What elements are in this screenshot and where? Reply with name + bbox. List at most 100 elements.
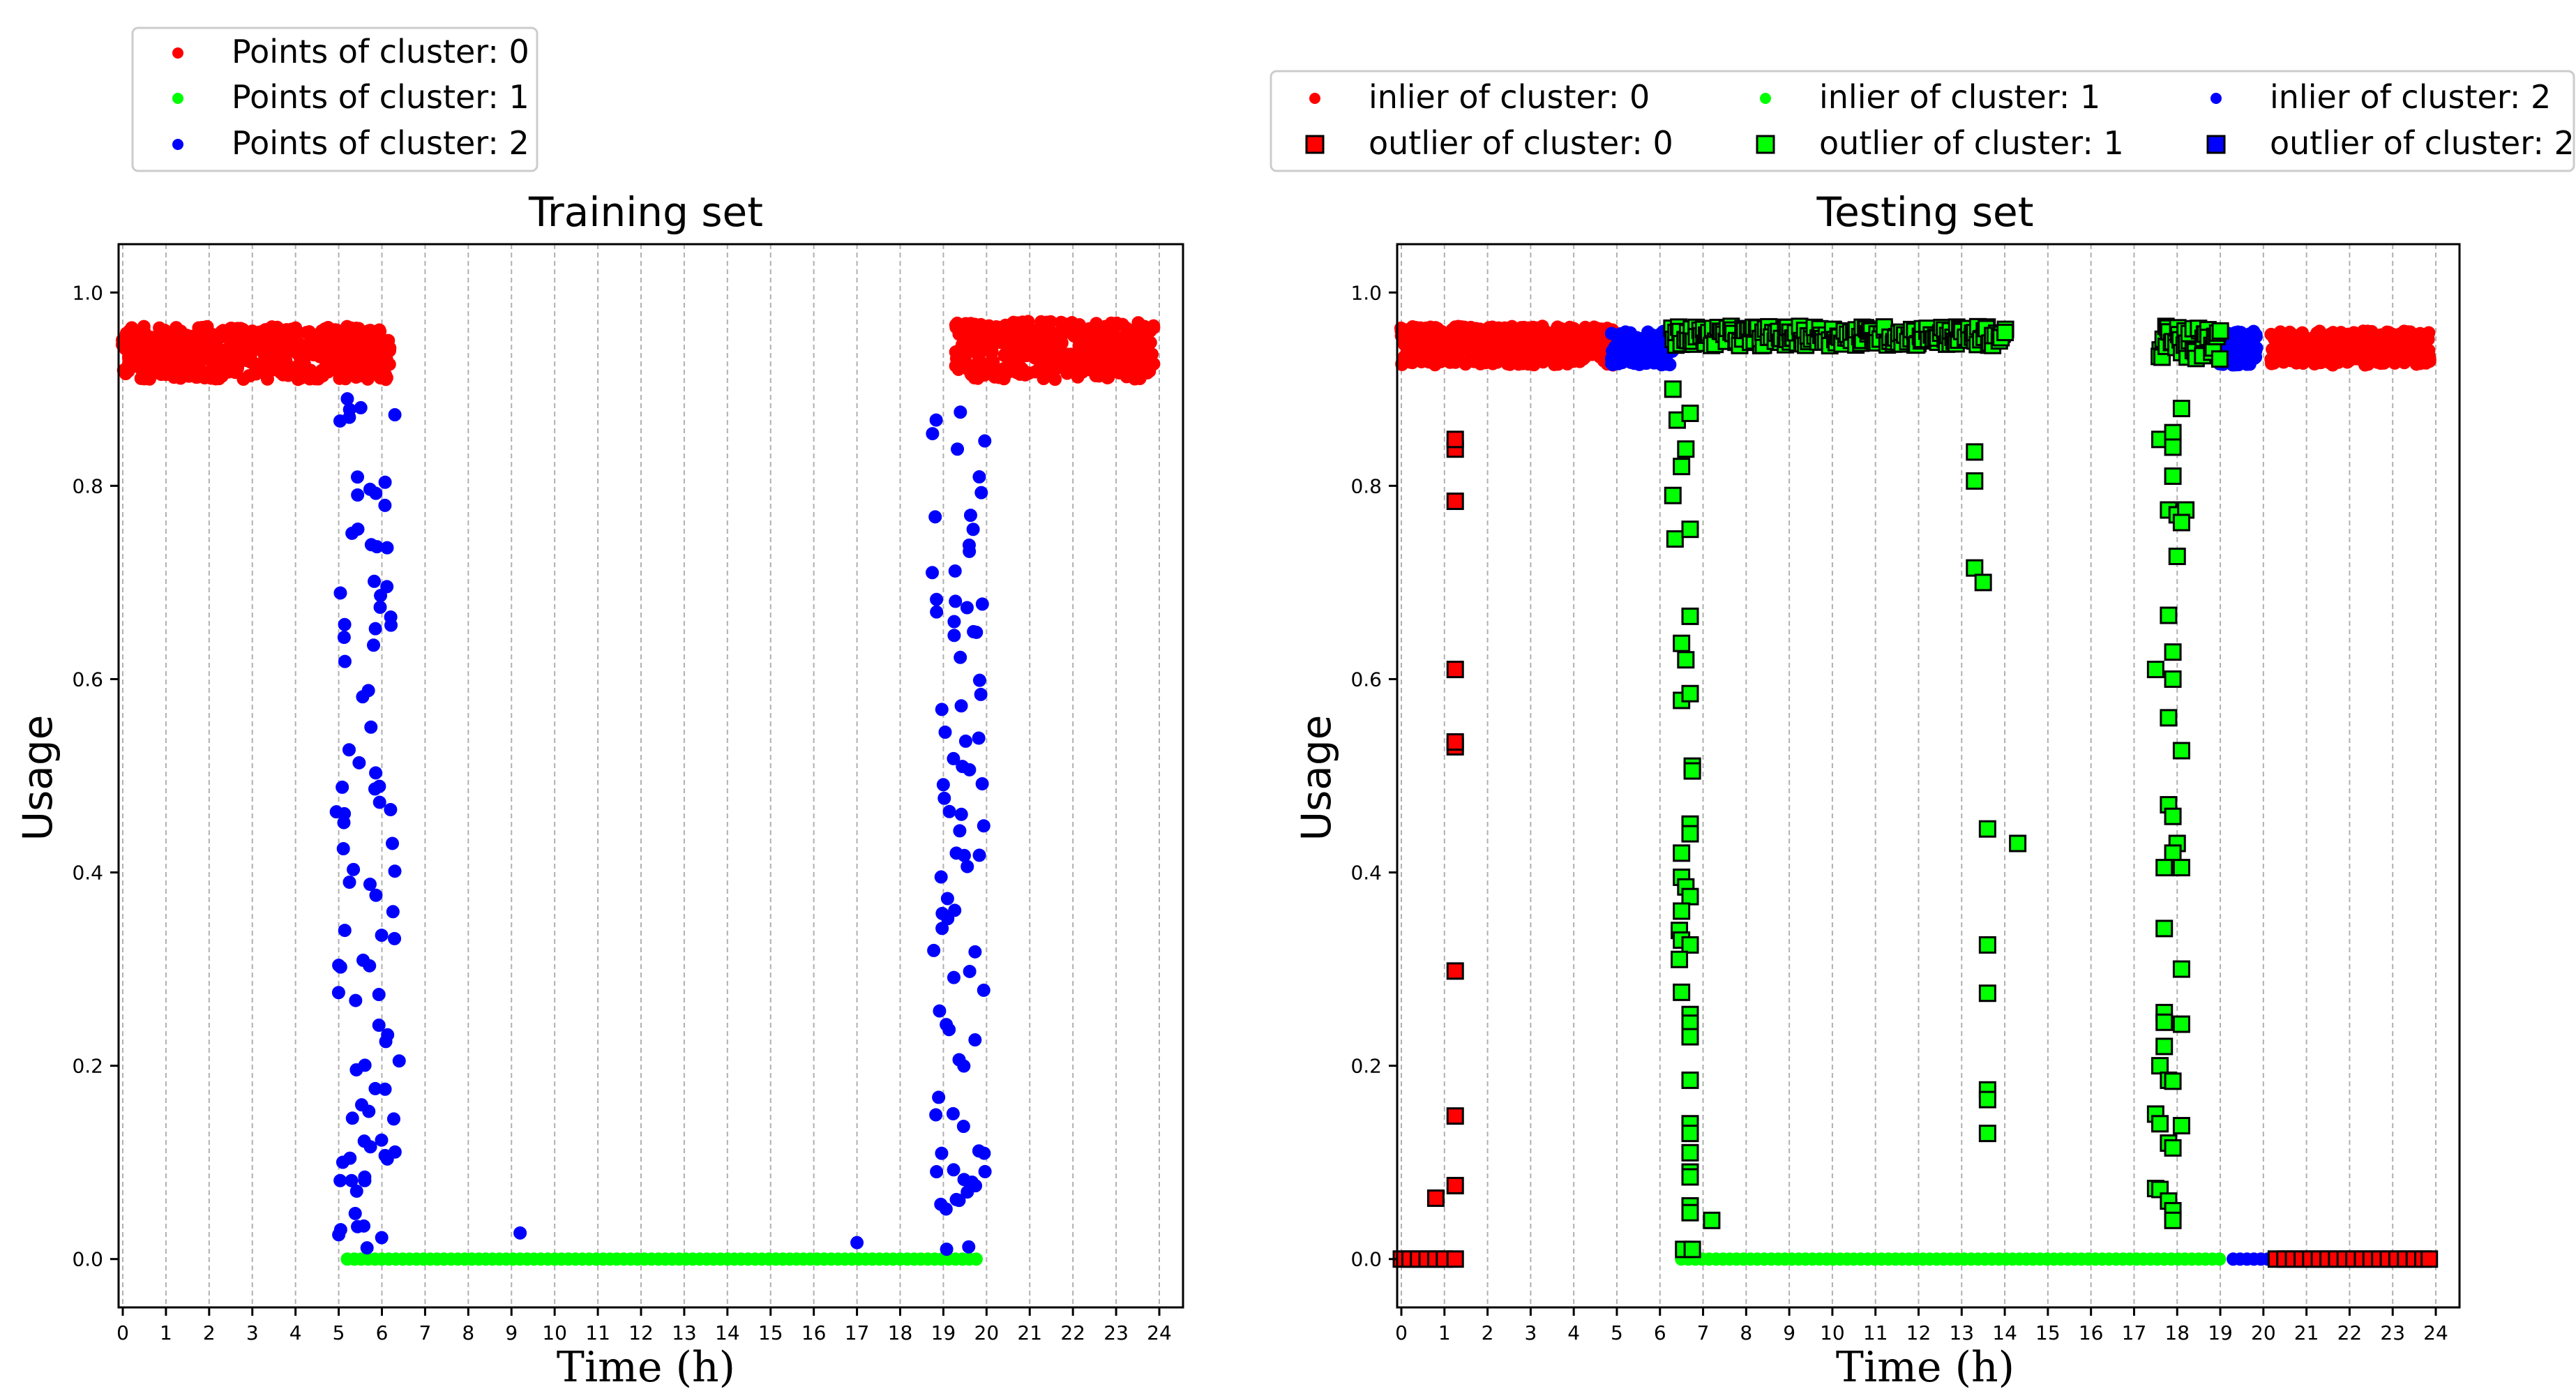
training-data-point <box>947 1163 961 1177</box>
training-data-point <box>358 1058 372 1072</box>
testing-outlier-point <box>2155 859 2174 877</box>
testing-legend-label-outlier-0: outlier of cluster: 0 <box>1369 124 1673 162</box>
testing-x-tick-label: 10 <box>1820 1321 1845 1344</box>
training-x-tick-label: 18 <box>888 1321 913 1344</box>
training-data-point <box>333 586 347 600</box>
testing-outlier-point <box>2160 606 2178 624</box>
testing-outlier-point <box>2172 859 2190 877</box>
testing-legend-label-outlier-2: outlier of cluster: 2 <box>2270 124 2575 162</box>
training-x-tick-label: 17 <box>845 1321 870 1344</box>
testing-outlier-point <box>1703 1211 1721 1229</box>
testing-outlier-point <box>2164 1139 2182 1157</box>
training-axes-frame <box>117 243 1184 1309</box>
testing-outlier-point <box>2172 1015 2190 1033</box>
training-data-point <box>954 405 967 419</box>
training-data-point <box>978 1164 992 1178</box>
training-x-tick-label: 8 <box>462 1321 474 1344</box>
training-data-point <box>928 510 942 524</box>
training-data-point <box>975 776 989 790</box>
training-data-point <box>513 1226 527 1240</box>
training-data-point <box>947 751 961 765</box>
testing-outlier-point <box>2210 350 2229 368</box>
training-data-point <box>345 1111 359 1125</box>
testing-outlier-point <box>1664 380 1682 398</box>
training-data-point <box>375 929 389 943</box>
testing-outlier-point <box>2164 423 2182 442</box>
training-data-point <box>379 1035 393 1049</box>
testing-outlier-point <box>2155 1013 2174 1031</box>
testing-chart: 0 1 2 3 4 5 6 7 8 9 10 11 12 13 14 15 16 17 18 19 20 21 22 23 24… <box>1270 70 2575 1392</box>
training-data-point <box>388 408 402 422</box>
training-data-point <box>349 993 363 1007</box>
testing-outlier-point <box>1683 1240 1701 1259</box>
testing-outlier-point <box>2164 670 2182 688</box>
testing-outlier-point <box>1978 1125 1996 1143</box>
testing-outlier-point <box>1446 962 1464 980</box>
testing-x-tick-label: 9 <box>1783 1321 1795 1344</box>
training-y-tick-label: 0.4 <box>72 862 103 885</box>
testing-legend-marker-outlier-2 <box>2206 135 2226 154</box>
training-data-point <box>364 720 378 734</box>
testing-x-tick-label: 5 <box>1611 1321 1623 1344</box>
testing-legend-label-inlier-0: inlier of cluster: 0 <box>1369 78 1650 116</box>
training-x-tick-label: 16 <box>801 1321 827 1344</box>
training-data-point <box>1147 357 1161 371</box>
training-data-point <box>380 541 394 555</box>
testing-legend-marker-outlier-1 <box>1756 135 1775 154</box>
training-data-point <box>363 959 377 973</box>
testing-outlier-point <box>1677 440 1695 458</box>
training-data-point <box>392 1054 406 1068</box>
testing-x-tick-label: 1 <box>1438 1321 1451 1344</box>
testing-legend-label-inlier-2: inlier of cluster: 2 <box>2270 78 2551 116</box>
testing-outlier-point <box>1446 430 1464 449</box>
training-x-tick-label: 1 <box>160 1321 172 1344</box>
testing-outlier-point <box>1673 983 1691 1001</box>
training-legend-frame <box>131 27 538 172</box>
training-data-point <box>962 1240 976 1254</box>
testing-outlier-point <box>1426 1189 1445 1207</box>
training-data-point <box>1055 336 1069 350</box>
training-data-point <box>946 1106 960 1120</box>
training-data-point <box>358 1173 372 1187</box>
testing-data-point <box>2423 353 2436 367</box>
testing-x-tick-label: 21 <box>2294 1321 2319 1344</box>
training-data-point <box>932 1090 946 1104</box>
testing-outlier-point <box>1681 1203 1699 1222</box>
training-data-point <box>963 964 977 978</box>
training-data-point <box>948 903 962 917</box>
training-y-tick-label: 0.2 <box>72 1055 103 1078</box>
training-data-point <box>954 650 967 664</box>
training-x-tick-label: 15 <box>758 1321 783 1344</box>
training-data-point <box>142 372 156 386</box>
training-data-point <box>954 699 968 713</box>
training-data-point <box>354 400 368 414</box>
training-data-point <box>367 638 381 652</box>
testing-x-tick-label: 2 <box>1482 1321 1494 1344</box>
training-data-point <box>961 860 974 873</box>
training-data-point <box>942 1023 956 1037</box>
testing-outlier-point <box>1978 936 1996 954</box>
testing-data-point <box>2213 1252 2227 1266</box>
training-data-point <box>958 734 972 748</box>
testing-outlier-point <box>2164 643 2182 661</box>
training-x-tick-label: 12 <box>628 1321 654 1344</box>
training-data-point <box>336 780 349 794</box>
training-data-point <box>362 1104 376 1118</box>
training-data-point <box>968 945 982 959</box>
testing-outlier-point <box>1681 887 1699 906</box>
testing-outlier-point <box>2009 834 2027 853</box>
training-data-point <box>948 564 962 578</box>
testing-x-tick-label: 17 <box>2122 1321 2147 1344</box>
training-x-tick-label: 13 <box>672 1321 697 1344</box>
training-data-point <box>347 862 361 876</box>
testing-outlier-point <box>1966 472 1984 490</box>
training-data-point <box>968 1033 982 1047</box>
testing-outlier-point <box>1681 404 1699 422</box>
training-data-point <box>962 538 976 552</box>
training-data-point <box>933 1004 947 1018</box>
testing-x-tick-label: 24 <box>2423 1321 2448 1344</box>
testing-outlier-point <box>2151 1115 2169 1133</box>
training-data-point <box>337 631 351 645</box>
training-data-point <box>368 574 382 588</box>
